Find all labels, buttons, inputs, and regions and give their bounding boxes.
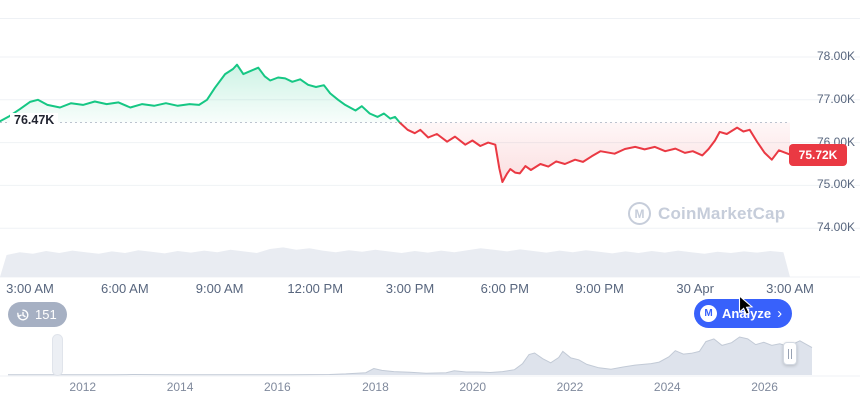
time-axis: 3:00 AM 6:00 AM 9:00 AM 12:00 PM 3:00 PM 6:00… — [0, 281, 860, 299]
time-axis-label: 6:00 AM — [100, 281, 149, 296]
top-divider — [0, 18, 860, 19]
time-axis-label: 12:00 PM — [287, 281, 344, 296]
year-axis: 2012 2014 2016 2018 2020 2022 2024 2026 — [0, 380, 860, 396]
y-axis-label: 75.00K — [817, 177, 856, 192]
analyze-button[interactable]: M Analyze › — [694, 299, 793, 328]
last-price-badge: 75.72K — [789, 143, 847, 166]
watermark-text: CoinMarketCap — [658, 203, 786, 223]
time-axis-label: 9:00 PM — [575, 281, 624, 296]
analyze-label: Analyze — [722, 306, 772, 321]
year-axis-label: 2016 — [263, 380, 291, 394]
grip-icon — [788, 348, 792, 359]
time-axis-label: 9:00 AM — [195, 281, 244, 296]
chevron-right-icon: › — [777, 305, 783, 322]
brush-handle-right[interactable] — [783, 342, 797, 365]
year-axis-label: 2014 — [166, 380, 194, 394]
cmc-logo-icon: M — [628, 202, 651, 225]
year-axis-label: 2026 — [751, 380, 778, 394]
y-axis-label: 78.00K — [817, 49, 856, 63]
y-axis-label: 77.00K — [817, 91, 856, 106]
brush-handle-left[interactable] — [52, 334, 63, 376]
year-axis-label: 2012 — [69, 380, 97, 394]
year-axis-label: 2022 — [556, 380, 584, 394]
history-icon — [16, 308, 30, 322]
coinmarketcap-watermark: M CoinMarketCap — [628, 202, 785, 225]
time-axis-label: 30 Apr — [676, 281, 714, 296]
baseline-price-label: 76.47K — [10, 113, 59, 128]
year-axis-label: 2020 — [459, 380, 487, 394]
time-axis-label: 3:00 AM — [766, 281, 814, 296]
history-count: 151 — [35, 307, 57, 322]
time-axis-label: 6:00 PM — [480, 281, 530, 296]
y-axis-label: 74.00K — [817, 220, 856, 235]
year-axis-label: 2024 — [653, 380, 681, 394]
time-axis-label: 3:00 AM — [6, 281, 54, 296]
main-chart-svg[interactable] — [0, 0, 860, 278]
year-axis-label: 2018 — [362, 380, 389, 394]
cmc-logo-icon: M — [700, 305, 717, 322]
time-axis-label: 3:00 PM — [385, 281, 435, 296]
brush-chart-svg[interactable] — [0, 331, 860, 377]
history-count-button[interactable]: 151 — [8, 302, 67, 327]
